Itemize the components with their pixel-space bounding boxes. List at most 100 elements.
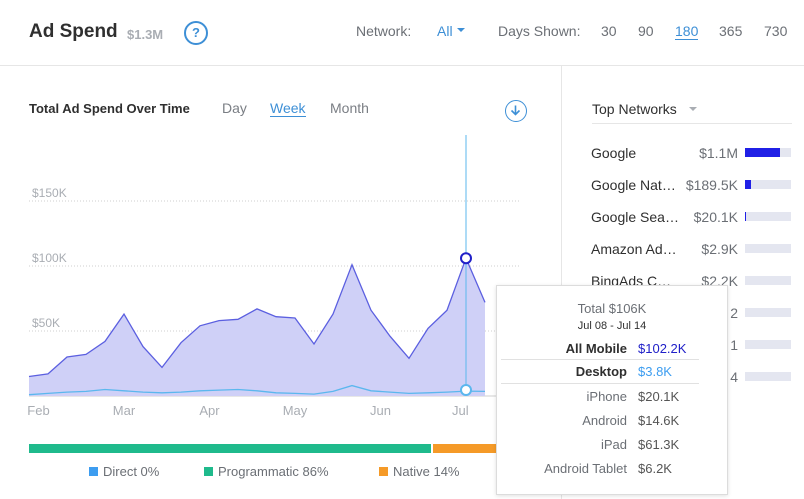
chart-title: Total Ad Spend Over Time <box>29 101 190 116</box>
legend-label-programmatic: Programmatic 86% <box>218 464 329 479</box>
chevron-down-icon[interactable] <box>457 28 465 32</box>
top-network-row[interactable]: Google Nat… $189.5K <box>591 177 804 197</box>
chart-tooltip: Total $106K Jul 08 - Jul 14 All Mobile $1… <box>496 285 728 495</box>
top-network-share-bar <box>745 372 791 381</box>
tooltip-row-label: Android Tablet <box>544 461 627 476</box>
hover-point-mobile <box>460 384 472 396</box>
top-network-value: $20.1K <box>693 209 738 225</box>
help-icon[interactable]: ? <box>184 21 208 45</box>
tooltip-row-value: $102.2K <box>638 341 687 356</box>
top-networks-dropdown[interactable]: Top Networks <box>592 101 677 117</box>
top-network-share-bar <box>745 244 791 253</box>
top-network-row[interactable]: Google Sea… $20.1K <box>591 209 804 229</box>
legend-swatch-direct <box>89 467 98 476</box>
legend-direct[interactable]: Direct 0% <box>89 464 159 479</box>
total-spend: $1.3M <box>127 27 164 42</box>
top-network-share-bar <box>745 276 791 285</box>
y-tick-label: $50K <box>32 316 60 330</box>
x-tick-label: May <box>283 403 308 418</box>
top-network-share-bar <box>745 212 791 221</box>
tooltip-row: iPad $61.3K <box>497 437 729 455</box>
series-total-line <box>28 256 486 378</box>
network-label: Network: <box>356 23 412 39</box>
top-network-value: $1.1M <box>699 145 738 161</box>
legend-label-native: Native 14% <box>393 464 460 479</box>
tooltip-row: iPhone $20.1K <box>497 389 729 407</box>
download-icon[interactable] <box>505 100 527 122</box>
tooltip-separator <box>501 383 699 384</box>
page-title: Ad Spend <box>29 21 118 42</box>
y-tick-label: $150K <box>32 186 67 200</box>
top-network-row[interactable]: Google $1.1M <box>591 145 804 165</box>
tooltip-row-label: Desktop <box>575 364 627 379</box>
tooltip-row: Android $14.6K <box>497 413 729 431</box>
panel-divider <box>561 66 562 499</box>
granularity-day[interactable]: Day <box>222 100 247 116</box>
days-option-30[interactable]: 30 <box>601 23 617 39</box>
granularity-week[interactable]: Week <box>270 100 306 117</box>
top-network-share-bar <box>745 148 791 157</box>
tooltip-row: Android Tablet $6.2K <box>497 461 729 479</box>
x-tick-label: Feb <box>27 403 49 418</box>
legend-native[interactable]: Native 14% <box>379 464 459 479</box>
top-network-name: Amazon Ad… <box>591 241 677 257</box>
channel-segment-native <box>433 444 499 453</box>
top-network-row[interactable]: 4 <box>591 369 804 389</box>
tooltip-row: Desktop $3.8K <box>497 364 729 382</box>
tooltip-separator <box>501 359 699 360</box>
tooltip-row-label: iPad <box>600 437 627 452</box>
x-tick-label: Mar <box>113 403 136 418</box>
days-option-365[interactable]: 365 <box>719 23 743 39</box>
top-networks-divider <box>592 123 792 124</box>
top-network-row[interactable]: 1 <box>591 337 804 357</box>
top-network-share-fill <box>745 148 780 157</box>
tooltip-row-value: $20.1K <box>638 389 680 404</box>
top-network-name: Google Nat… <box>591 177 676 193</box>
days-shown-label: Days Shown: <box>498 23 581 39</box>
granularity-month[interactable]: Month <box>330 100 369 116</box>
series-total-area <box>29 258 485 396</box>
top-network-value: $2.9K <box>701 241 738 257</box>
series-mobile-line <box>28 384 486 396</box>
top-network-value: 1 <box>730 337 738 353</box>
network-dropdown[interactable]: All <box>437 23 453 39</box>
top-network-value: $189.5K <box>685 177 738 193</box>
tooltip-row-label: Android <box>582 413 627 428</box>
tooltip-row-value: $3.8K <box>638 364 672 379</box>
top-network-row[interactable]: Amazon Ad… $2.9K <box>591 241 804 261</box>
top-network-value: 4 <box>730 369 738 385</box>
x-tick-label: Jun <box>370 403 391 418</box>
top-network-name: Google Sea… <box>591 209 679 225</box>
tooltip-total: Total $106K <box>577 301 647 316</box>
x-tick-label: Apr <box>199 403 220 418</box>
legend-swatch-native <box>379 467 388 476</box>
days-option-90[interactable]: 90 <box>638 23 654 39</box>
top-network-share-bar <box>745 340 791 349</box>
channel-segment-programmatic <box>29 444 432 453</box>
y-tick-label: $100K <box>32 251 67 265</box>
tooltip-row-label: All Mobile <box>565 341 627 356</box>
legend-swatch-programmatic <box>204 467 213 476</box>
top-network-name: Google <box>591 145 637 161</box>
top-network-share-fill <box>745 212 746 221</box>
tooltip-row-value: $6.2K <box>638 461 672 476</box>
top-network-share-bar <box>745 180 791 189</box>
top-network-share-fill <box>745 180 751 189</box>
top-network-share-bar <box>745 308 791 317</box>
legend-label-direct: Direct 0% <box>103 464 160 479</box>
x-tick-label: Jul <box>452 403 469 418</box>
channel-mix-bar <box>29 444 499 453</box>
tooltip-row-value: $61.3K <box>638 437 680 452</box>
tooltip-row: All Mobile $102.2K <box>497 341 729 359</box>
days-option-180[interactable]: 180 <box>675 23 699 40</box>
top-network-row[interactable]: 2 <box>591 305 804 325</box>
legend-programmatic[interactable]: Programmatic 86% <box>204 464 329 479</box>
chevron-down-icon[interactable] <box>689 107 697 111</box>
days-option-730[interactable]: 730 <box>764 23 788 39</box>
tooltip-row-value: $14.6K <box>638 413 680 428</box>
header-bar: Ad Spend $1.3M ? Network: All Days Shown… <box>0 0 804 66</box>
tooltip-row-label: iPhone <box>586 389 627 404</box>
top-network-value: 2 <box>730 305 738 321</box>
hover-point-total <box>460 252 472 265</box>
